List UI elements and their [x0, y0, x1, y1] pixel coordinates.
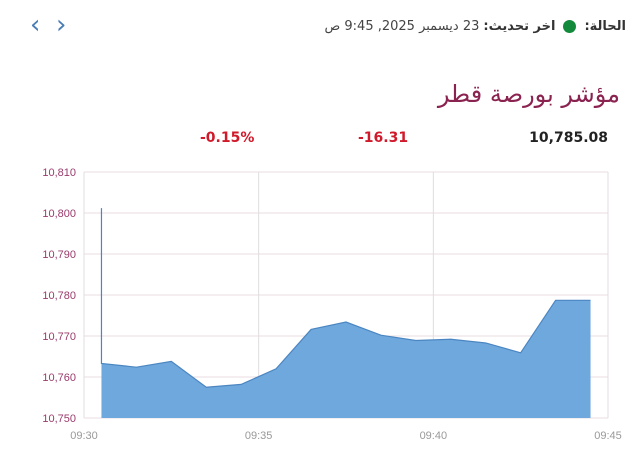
- index-change: -16.31: [358, 130, 409, 146]
- x-tick-label: 09:30: [70, 430, 98, 442]
- y-tick-label: 10,780: [42, 290, 76, 302]
- y-tick-label: 10,800: [42, 208, 76, 220]
- updated-label: اخر تحديث:: [483, 19, 556, 34]
- x-tick-label: 09:35: [245, 430, 273, 442]
- y-tick-label: 10,750: [42, 413, 76, 425]
- y-tick-label: 10,790: [42, 249, 76, 261]
- x-tick-label: 09:40: [420, 430, 448, 442]
- index-value: 10,785.08: [529, 130, 608, 146]
- chevron-right-icon[interactable]: ›: [56, 10, 67, 40]
- y-tick-label: 10,770: [42, 331, 76, 343]
- index-percent: -0.15%: [200, 130, 255, 146]
- area-fill: [101, 208, 591, 418]
- x-tick-label: 09:45: [594, 430, 622, 442]
- updated-value: 23 ديسمبر 2025, 9:45 ص: [324, 19, 480, 34]
- status-bar: الحالة: اخر تحديث: 23 ديسمبر 2025, 9:45 …: [325, 19, 626, 34]
- status-indicator: [563, 20, 577, 33]
- status-label: الحالة:: [584, 19, 626, 34]
- y-tick-label: 10,810: [42, 167, 76, 179]
- page-title: مؤشر بورصة قطر: [437, 80, 620, 108]
- series-line: [100, 208, 591, 388]
- y-tick-label: 10,760: [42, 372, 76, 384]
- chevron-left-icon[interactable]: ‹: [30, 10, 41, 40]
